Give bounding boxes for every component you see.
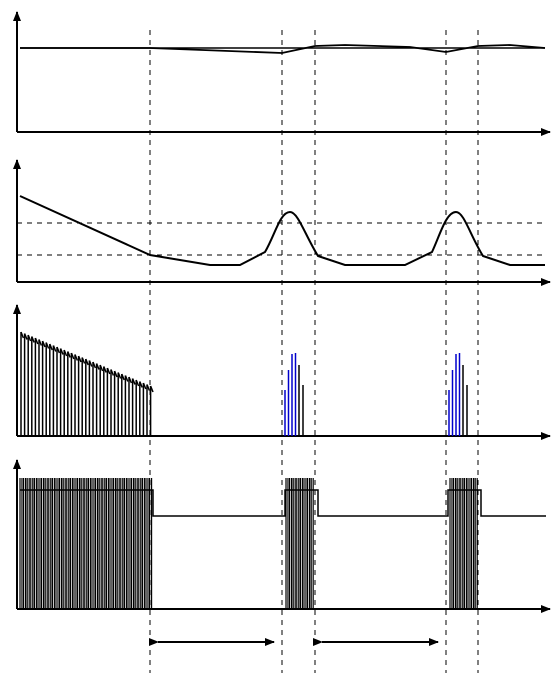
pulse-decay <box>56 346 61 354</box>
pulse-decay <box>27 334 32 342</box>
pulse-decay <box>70 352 75 360</box>
pulse-decay <box>81 357 86 364</box>
pulse-decay <box>31 336 35 343</box>
pulse-decay <box>142 382 147 390</box>
pulse-decay <box>23 333 28 340</box>
pulse-decay <box>99 364 104 372</box>
pulse-decay <box>59 348 64 355</box>
panel-4 <box>13 459 551 613</box>
pulse-decay <box>128 376 133 384</box>
pulse-decay <box>92 361 97 369</box>
pulse-decay <box>67 351 71 358</box>
pulse-decay <box>139 381 143 388</box>
pulse-decay <box>121 373 125 381</box>
pulse-decay <box>135 379 140 387</box>
pulse-decay <box>34 337 39 345</box>
pulse-decay <box>63 349 68 357</box>
pulse-decay <box>41 340 46 348</box>
panel-2-signal <box>19 195 545 266</box>
pulse-decay <box>110 369 115 376</box>
pulse-decay <box>52 345 57 352</box>
panel-1-signal <box>20 44 546 54</box>
panel-3 <box>13 304 551 440</box>
pulse-decay <box>95 363 100 370</box>
pulse-decay <box>85 358 89 366</box>
pulse-decay <box>103 366 107 373</box>
pulse-decay <box>117 372 122 379</box>
pulse-decay <box>113 370 118 378</box>
pulse-decay <box>49 343 53 351</box>
pulse-decay <box>74 354 79 361</box>
vertical-guides <box>149 30 479 673</box>
pulse-decay <box>124 375 129 382</box>
pulse-decay <box>45 342 50 349</box>
pulse-decay <box>77 355 82 363</box>
pulse-decay <box>146 384 151 391</box>
panel-1 <box>13 11 551 136</box>
pulse-decay <box>131 378 136 385</box>
pulse-decay <box>20 331 25 339</box>
panel-4-envelope <box>20 489 546 517</box>
pulse-decay <box>106 367 111 375</box>
panel-2 <box>13 159 551 286</box>
pulse-decay <box>38 339 43 346</box>
panel-3-pulses <box>20 331 468 436</box>
pulse-decay <box>149 385 154 393</box>
pulse-decay <box>88 360 93 367</box>
panel-4-pulses <box>19 478 478 609</box>
